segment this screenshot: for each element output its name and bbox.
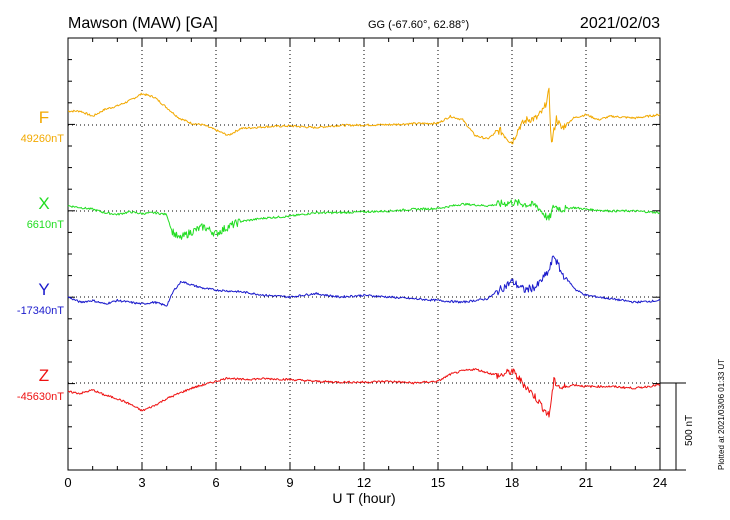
x-tick-label: 3 (138, 475, 145, 490)
scale-bar-label: 500 nT (684, 415, 695, 446)
baseline-value-X: 6610nT (27, 219, 65, 231)
x-tick-label: 18 (505, 475, 519, 490)
x-tick-label: 21 (579, 475, 593, 490)
scale-bar: 500 nT (660, 382, 695, 471)
series-label-Z: Z (39, 366, 49, 385)
plotted-timestamp: Plotted at 2021/03/06 01:33 UT (717, 359, 726, 470)
baseline-value-Z: -45630nT (17, 391, 64, 403)
x-tick-label: 6 (212, 475, 219, 490)
series-line-Y (67, 255, 661, 307)
x-tick-label: 24 (653, 475, 667, 490)
y-axis-ticks (68, 37, 660, 471)
chart-title: Mawson (MAW) [GA] (68, 15, 218, 32)
series-layer (67, 87, 661, 418)
baseline-value-F: 49260nT (21, 133, 65, 145)
series-line-F (67, 87, 661, 145)
x-tick-label: 9 (286, 475, 293, 490)
x-tick-label: 12 (357, 475, 371, 490)
baseline-value-Y: -17340nT (17, 305, 64, 317)
series-label-X: X (38, 194, 49, 213)
x-tick-label: 15 (431, 475, 445, 490)
x-axis-ticks: 0 3 6 9 12 15 18 21 24 (64, 38, 667, 490)
chart-date: 2021/02/03 (580, 15, 660, 32)
x-tick-label: 0 (64, 475, 71, 490)
series-label-Y: Y (38, 280, 49, 299)
x-axis-label: U T (hour) (332, 490, 395, 506)
station-coordinates: GG (-67.60°, 62.88°) (368, 19, 469, 31)
series-label-F: F (39, 108, 49, 127)
series-line-Z (67, 368, 661, 418)
series-line-X (67, 199, 661, 240)
plot-grid (68, 38, 660, 470)
component-labels: F 49260nT X 6610nT Y -17340nT Z -45630nT (17, 108, 64, 403)
